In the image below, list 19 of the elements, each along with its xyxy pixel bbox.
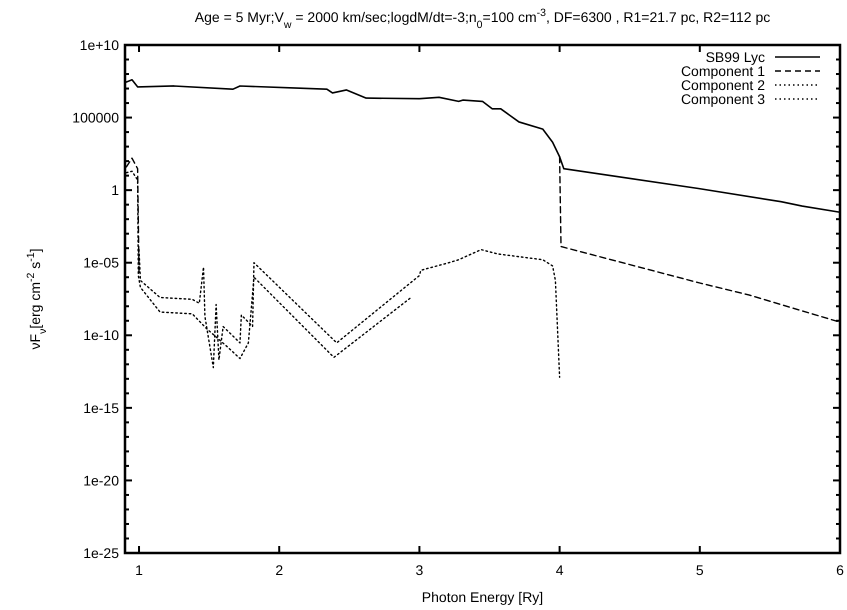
x-tick-label: 1 xyxy=(135,562,144,578)
y-tick-label: 1e-15 xyxy=(83,400,120,416)
legend-label: Component 2 xyxy=(680,76,766,93)
chart-title: Age = 5 Myr;V$_{w}$ = 2000 km/sec;logdM/dt=-3;n$_{0}$=100 cm$^{-3}$, DF=6300 , R1=21.7 pc, R2=112 pc xyxy=(194,7,770,31)
y-tick-label: 1 xyxy=(111,182,120,198)
y-tick-label: 1e-10 xyxy=(83,327,120,344)
legend-label: SB99 Lyc xyxy=(706,48,765,65)
x-tick-label: 3 xyxy=(416,562,424,578)
x-tick-label: 4 xyxy=(556,562,564,578)
y-tick-label: 1e+10 xyxy=(80,36,120,53)
x-tick-label: 5 xyxy=(696,562,704,578)
y-tick-label: 1e-20 xyxy=(83,472,120,488)
y-tick-label: 1e-05 xyxy=(83,254,120,271)
x-tick-label: 6 xyxy=(836,562,844,578)
legend-label: Component 3 xyxy=(680,90,766,107)
x-axis-title: Photon Energy [Ry] xyxy=(422,589,544,605)
x-tick-label: 2 xyxy=(275,562,284,578)
y-tick-label: 100000 xyxy=(72,109,120,126)
y-tick-label: 1e-25 xyxy=(83,544,120,561)
